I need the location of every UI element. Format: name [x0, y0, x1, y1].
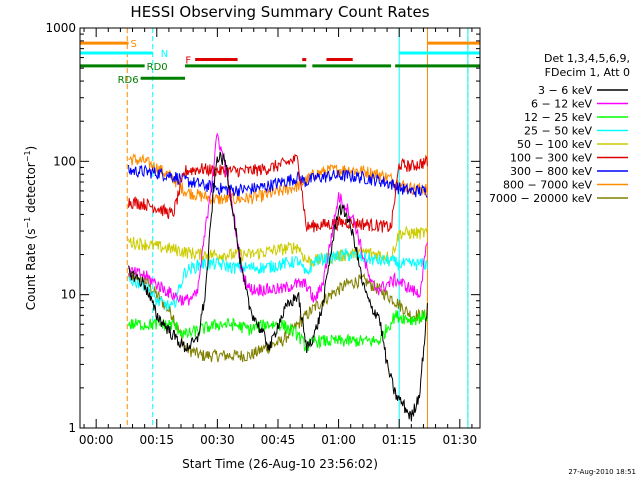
y-tick-label-0: 1	[68, 421, 76, 435]
flag-label-0: S	[131, 39, 137, 50]
series-line-5	[128, 153, 428, 233]
legend: Det 1,3,4,5,6,9, FDecim 1, Att 0 3 − 6 k…	[489, 52, 630, 205]
series-line-7	[128, 153, 428, 206]
x-tick-label-5: 01:15	[382, 433, 417, 447]
x-tick-label-3: 00:45	[261, 433, 296, 447]
flag-label-1: N	[161, 49, 168, 60]
y-tick-label-3: 1000	[45, 21, 76, 35]
plot-frame	[79, 27, 481, 429]
series-line-6	[128, 164, 428, 198]
legend-label-4: 50 − 100 keV	[517, 138, 592, 151]
legend-header-line-2: FDecim 1, Att 0	[545, 66, 630, 79]
x-tick-label-0: 00:00	[79, 433, 114, 447]
series-line-1	[128, 132, 428, 306]
legend-label-1: 6 − 12 keV	[531, 98, 592, 111]
y-tick-label-2: 100	[53, 154, 76, 168]
legend-label-2: 12 − 25 keV	[524, 111, 592, 124]
legend-label-8: 7000 − 20000 keV	[489, 192, 592, 205]
legend-label-6: 300 − 800 keV	[510, 165, 592, 178]
legend-label-5: 100 − 300 keV	[510, 152, 592, 165]
y-tick-label-1: 10	[61, 288, 76, 302]
series-line-4	[128, 225, 428, 268]
legend-label-3: 25 − 50 keV	[524, 125, 592, 138]
flag-label-4: F	[185, 56, 191, 67]
x-tick-label-1: 00:15	[139, 433, 174, 447]
x-axis-label: Start Time (26-Aug-10 23:56:02)	[182, 457, 378, 471]
series-line-0	[128, 151, 428, 422]
legend-label-7: 800 − 7000 keV	[503, 179, 592, 192]
legend-header-line-1: Det 1,3,4,5,6,9,	[544, 52, 630, 65]
x-tick-label-2: 00:30	[200, 433, 235, 447]
flag-label-2: RD0	[147, 62, 168, 73]
x-tick-label-4: 01:00	[321, 433, 356, 447]
flag-label-3: RD6	[118, 75, 139, 86]
x-tick-label-6: 01:30	[443, 433, 478, 447]
y-axis-label: Count Rate (s−1 detector−1)	[23, 146, 38, 310]
series-line-8	[128, 269, 428, 363]
series-line-3	[128, 247, 428, 311]
chart-title: HESSI Observing Summary Count Rates	[130, 3, 429, 21]
footer-timestamp: 27-Aug-2010 18:51	[568, 468, 636, 476]
legend-label-0: 3 − 6 keV	[538, 84, 592, 97]
